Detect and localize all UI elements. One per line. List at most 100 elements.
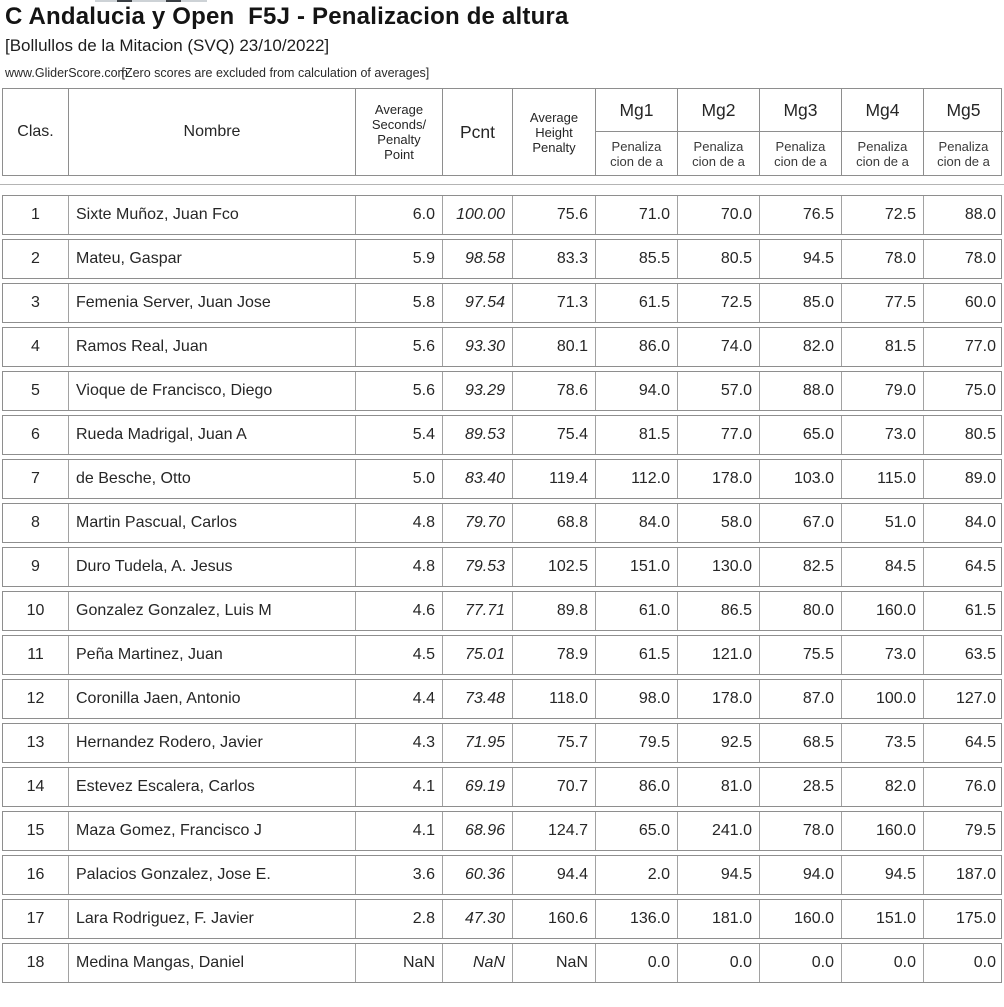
cell-mg3: 85.0 <box>760 284 842 322</box>
cell-mg1: 2.0 <box>596 856 678 894</box>
cell-nombre: Gonzalez Gonzalez, Luis M <box>69 592 356 630</box>
cell-clas: 14 <box>3 768 69 806</box>
cell-mg3: 94.5 <box>760 240 842 278</box>
cell-mg2: 70.0 <box>678 196 760 234</box>
cell-average-seconds: 5.8 <box>356 284 443 322</box>
cell-mg4: 82.0 <box>842 768 924 806</box>
cell-average-height: 102.5 <box>513 548 596 586</box>
cell-mg4: 73.0 <box>842 636 924 674</box>
table-row: 2 Mateu, Gaspar 5.9 98.58 83.3 85.5 80.5… <box>2 239 1002 279</box>
header-mg2-label: Mg2 <box>678 89 759 132</box>
header-mg2: Mg2 Penaliza cion de a <box>678 89 760 175</box>
gliderscore-url: www.GliderScore.com <box>5 66 128 80</box>
cell-nombre: Duro Tudela, A. Jesus <box>69 548 356 586</box>
cell-clas: 6 <box>3 416 69 454</box>
cell-mg5: 88.0 <box>964 206 996 223</box>
header-mg4-sub: Penaliza cion de a <box>856 138 909 169</box>
cell-mg4: 81.5 <box>842 328 924 366</box>
cell-mg1: 84.0 <box>596 504 678 542</box>
cell-mg1: 65.0 <box>596 812 678 850</box>
cell-average-seconds: 5.6 <box>356 372 443 410</box>
cell-clas: 9 <box>3 548 69 586</box>
cell-clas: 8 <box>3 504 69 542</box>
cell-clas: 1 <box>3 196 69 234</box>
cell-mg1: 86.0 <box>596 328 678 366</box>
header-mg5-label: Mg5 <box>924 89 1003 132</box>
cell-mg5: 75.0 <box>964 382 996 399</box>
cell-nombre: Vioque de Francisco, Diego <box>69 372 356 410</box>
cell-mg2: 92.5 <box>678 724 760 762</box>
cell-mg2: 80.5 <box>678 240 760 278</box>
cell-mg2: 130.0 <box>678 548 760 586</box>
cell-pcnt: 77.71 <box>443 592 513 630</box>
cell-mg4: 100.0 <box>842 680 924 718</box>
cell-clas: 11 <box>3 636 69 674</box>
cell-pcnt: 89.53 <box>443 416 513 454</box>
header-average-seconds: Average Seconds/ Penalty Point <box>356 89 443 175</box>
table-row: 1 Sixte Muñoz, Juan Fco 6.0 100.00 75.6 … <box>2 195 1002 235</box>
cell-average-seconds: 4.4 <box>356 680 443 718</box>
info-line: www.GliderScore.com [Zero scores are exc… <box>5 66 429 80</box>
cell-nombre: Medina Mangas, Daniel <box>69 944 356 982</box>
table-row: 16 Palacios Gonzalez, Jose E. 3.6 60.36 … <box>2 855 1002 895</box>
cell-mg5: 63.5 <box>964 646 996 663</box>
cell-nombre: Estevez Escalera, Carlos <box>69 768 356 806</box>
cell-mg4: 73.5 <box>842 724 924 762</box>
header-mg5: Mg5 Penaliza cion de a <box>924 89 1003 175</box>
header-clas: Clas. <box>3 89 69 175</box>
cell-pcnt: 93.29 <box>443 372 513 410</box>
cell-mg1: 0.0 <box>596 944 678 982</box>
event-location-date: [Bollullos de la Mitacion (SVQ) 23/10/20… <box>5 36 330 55</box>
header-mg3-label: Mg3 <box>760 89 841 132</box>
cell-pcnt: 47.30 <box>443 900 513 938</box>
header-nombre: Nombre <box>69 89 356 175</box>
cell-mg3: 80.0 <box>760 592 842 630</box>
cell-mg3: 68.5 <box>760 724 842 762</box>
cell-mg2: 0.0 <box>678 944 760 982</box>
cell-mg5: 84.0 <box>964 514 996 531</box>
cell-clas: 3 <box>3 284 69 322</box>
table-row: 4 Ramos Real, Juan 5.6 93.30 80.1 86.0 7… <box>2 327 1002 367</box>
cell-mg1: 61.5 <box>596 636 678 674</box>
table-row: 8 Martin Pascual, Carlos 4.8 79.70 68.8 … <box>2 503 1002 543</box>
cell-clas: 5 <box>3 372 69 410</box>
cell-clas: 15 <box>3 812 69 850</box>
cell-average-height: 124.7 <box>513 812 596 850</box>
cell-mg5: 77.0 <box>964 338 996 355</box>
cell-mg4: 51.0 <box>842 504 924 542</box>
cell-average-height: 80.1 <box>513 328 596 366</box>
cell-mg3: 88.0 <box>760 372 842 410</box>
cell-nombre: Peña Martinez, Juan <box>69 636 356 674</box>
cell-mg5: 175.0 <box>955 910 996 927</box>
cell-nombre: Femenia Server, Juan Jose <box>69 284 356 322</box>
cell-mg4: 115.0 <box>842 460 924 498</box>
cell-mg4: 77.5 <box>842 284 924 322</box>
cell-average-height: 160.6 <box>513 900 596 938</box>
cell-average-height: 75.7 <box>513 724 596 762</box>
cell-pcnt: 73.48 <box>443 680 513 718</box>
cell-mg4: 160.0 <box>842 812 924 850</box>
header-body-divider <box>0 184 1004 185</box>
cell-mg3: 75.5 <box>760 636 842 674</box>
results-table-body: 1 Sixte Muñoz, Juan Fco 6.0 100.00 75.6 … <box>2 195 1002 987</box>
cell-average-seconds: 4.6 <box>356 592 443 630</box>
table-row: 18 Medina Mangas, Daniel NaN NaN NaN 0.0… <box>2 943 1002 983</box>
cell-average-seconds: 5.6 <box>356 328 443 366</box>
cell-clas: 13 <box>3 724 69 762</box>
cell-nombre: Coronilla Jaen, Antonio <box>69 680 356 718</box>
header-mg4-label: Mg4 <box>842 89 923 132</box>
cell-mg2: 181.0 <box>678 900 760 938</box>
cell-average-height: 83.3 <box>513 240 596 278</box>
table-row: 7 de Besche, Otto 5.0 83.40 119.4 112.0 … <box>2 459 1002 499</box>
cell-mg3: 78.0 <box>760 812 842 850</box>
cell-mg2: 77.0 <box>678 416 760 454</box>
cell-average-height: 78.6 <box>513 372 596 410</box>
header-mg1: Mg1 Penaliza cion de a <box>596 89 678 175</box>
cell-mg3: 28.5 <box>760 768 842 806</box>
header-mg3-sub: Penaliza cion de a <box>774 138 827 169</box>
cell-average-seconds: 4.3 <box>356 724 443 762</box>
cell-clas: 7 <box>3 460 69 498</box>
cell-pcnt: NaN <box>443 944 513 982</box>
table-row: 5 Vioque de Francisco, Diego 5.6 93.29 7… <box>2 371 1002 411</box>
page-title: C Andalucia y Open F5J - Penalizacion de… <box>5 3 569 30</box>
